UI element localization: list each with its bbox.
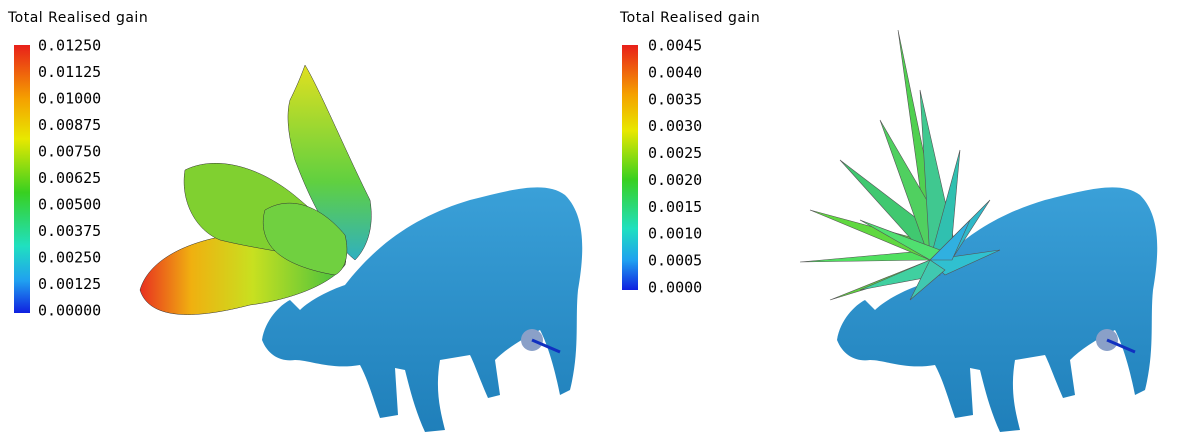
colorbar-label: 0.01000 — [38, 90, 101, 108]
colorbar-label: 0.00875 — [38, 116, 101, 134]
colorbar-label: 0.0035 — [648, 90, 702, 108]
colorbar-label: 0.00500 — [38, 196, 101, 214]
colorbar-label: 0.01125 — [38, 63, 101, 81]
colorbar-label: 0.00125 — [38, 275, 101, 293]
colorbar-label: 0.0025 — [648, 144, 702, 162]
colorbar-label: 0.0005 — [648, 252, 702, 270]
panel-title: Total Realised gain — [619, 10, 760, 26]
panel-title: Total Realised gain — [7, 10, 148, 26]
colorbar — [622, 45, 638, 290]
colorbar-label: 0.0015 — [648, 198, 702, 216]
colorbar-label: 0.00750 — [38, 143, 101, 161]
colorbar-label: 0.01250 — [38, 37, 101, 55]
lobes — [139, 64, 372, 315]
colorbar-label: 0.0030 — [648, 117, 702, 135]
colorbar-label: 0.00625 — [38, 169, 101, 187]
colorbar-label: 0.00375 — [38, 222, 101, 240]
colorbar-label: 0.0040 — [648, 63, 702, 81]
colorbar-label: 0.0010 — [648, 225, 702, 243]
colorbar-label: 0.00000 — [38, 302, 101, 320]
colorbar-label: 0.0020 — [648, 171, 702, 189]
rhino-model — [835, 185, 1159, 434]
colorbar — [14, 45, 30, 313]
colorbar-label: 0.0000 — [648, 279, 702, 297]
colorbar-label: 0.00250 — [38, 249, 101, 267]
colorbar-label: 0.0045 — [648, 37, 702, 55]
spikes — [799, 29, 1001, 301]
